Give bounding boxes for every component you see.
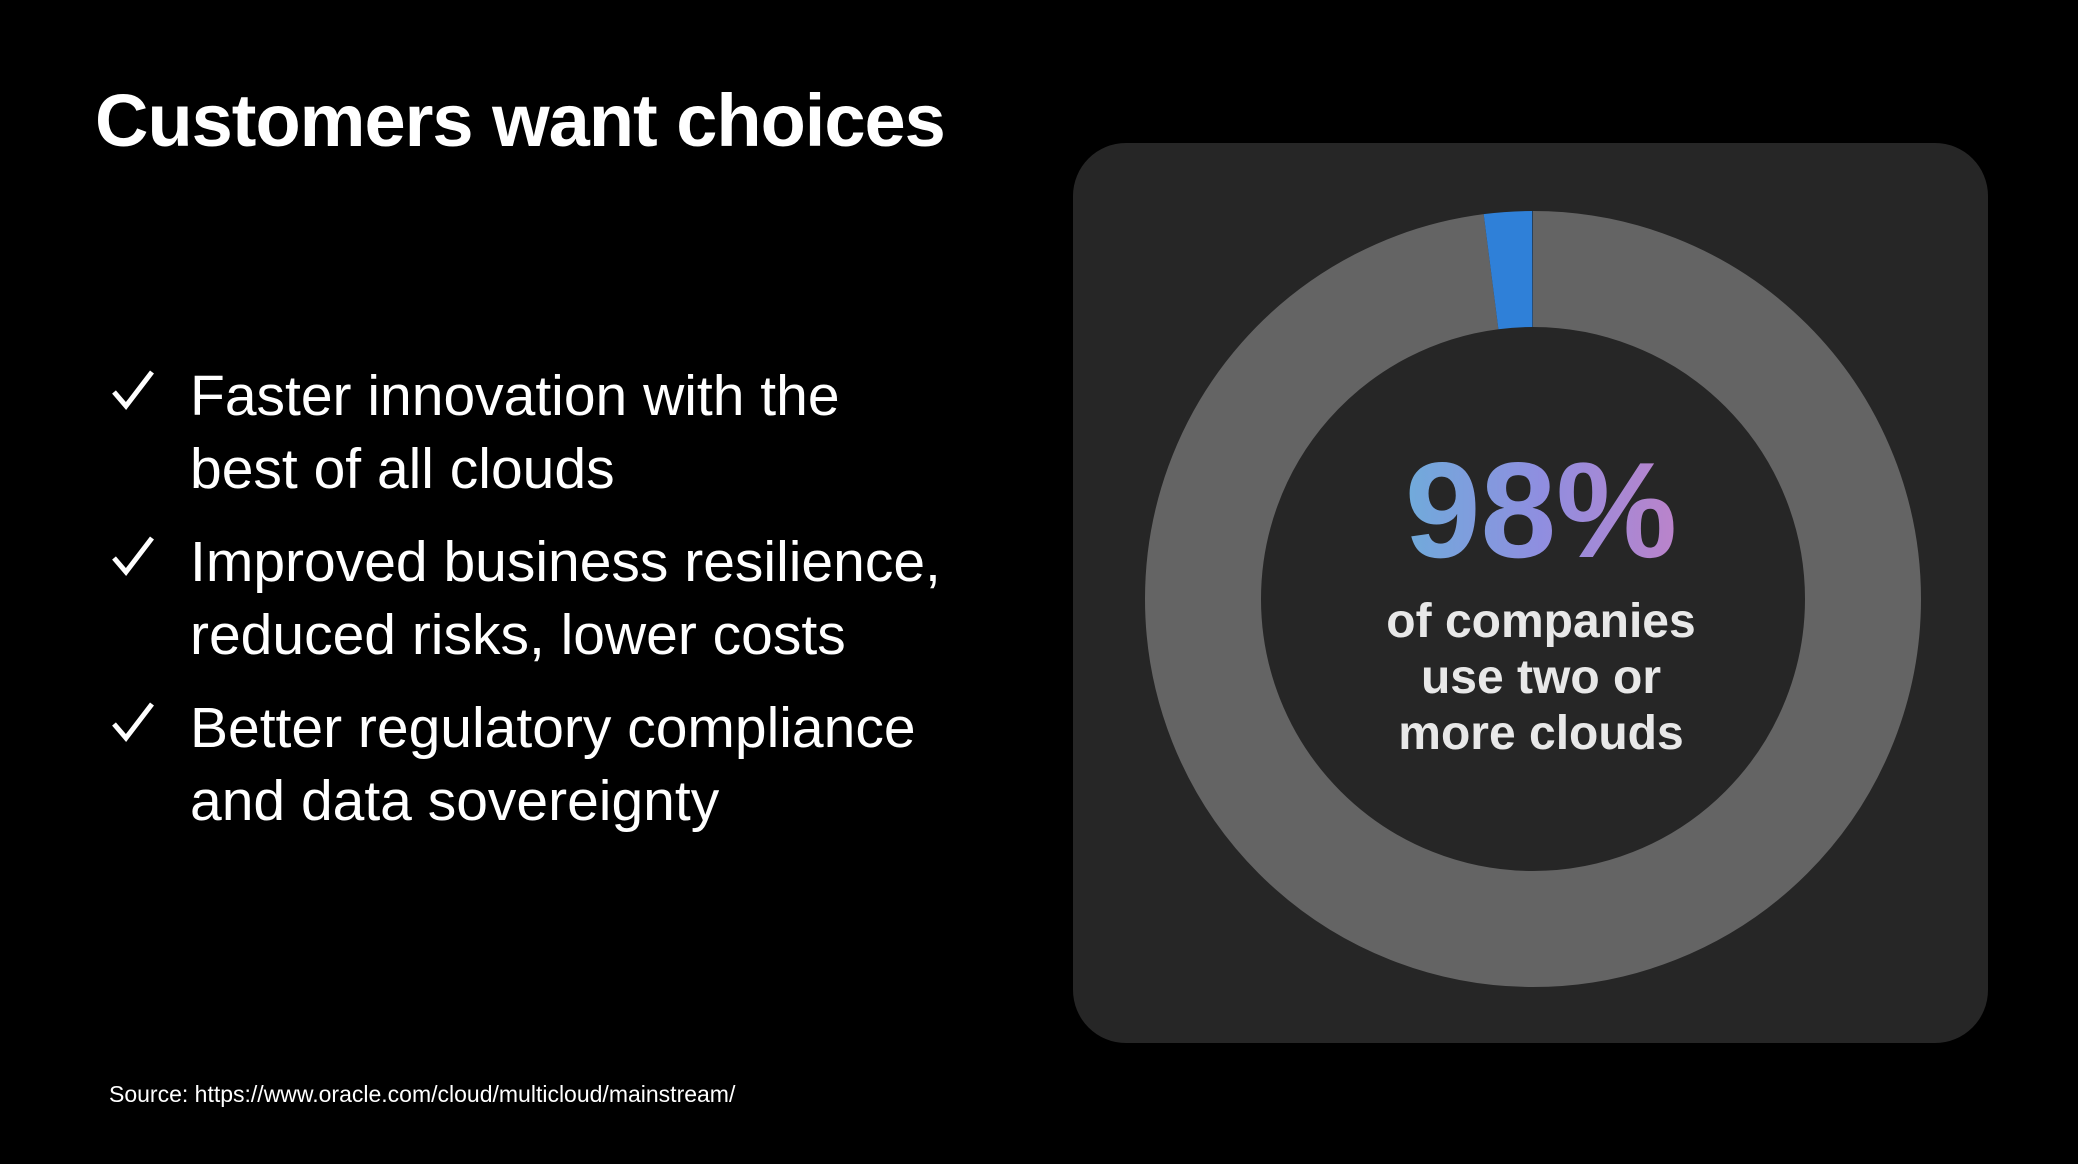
bullet-text: Better regulatory compliance bbox=[190, 696, 916, 760]
bullet-text: Faster innovation with the bbox=[190, 364, 840, 428]
bullet-text: reduced risks, lower costs bbox=[190, 603, 846, 667]
caption-line: of companies bbox=[1386, 595, 1696, 648]
source-note: Source: https://www.oracle.com/cloud/mul… bbox=[109, 1081, 736, 1107]
slide-title: Customers want choices bbox=[95, 79, 946, 162]
stat-caption: of companies use two or more clouds bbox=[1291, 594, 1791, 762]
bullet-text: and data sovereignty bbox=[190, 769, 720, 833]
check-icon bbox=[112, 536, 154, 576]
donut-remainder-arc bbox=[1145, 211, 1921, 987]
donut bbox=[1145, 211, 1921, 987]
bullet-text: best of all clouds bbox=[190, 437, 615, 501]
bullet: Faster innovation with the best of all c… bbox=[110, 360, 840, 506]
caption-line: more clouds bbox=[1398, 707, 1684, 760]
check-icon bbox=[112, 370, 154, 410]
caption-line: use two or bbox=[1420, 651, 1662, 704]
stat-value: 98% bbox=[1291, 440, 1791, 580]
bullet-text: Improved business resilience, bbox=[190, 530, 941, 594]
bullet: Improved business resilience, reduced ri… bbox=[110, 526, 941, 672]
bullet: Better regulatory compliance and data so… bbox=[110, 692, 916, 838]
check-icon bbox=[112, 702, 154, 742]
